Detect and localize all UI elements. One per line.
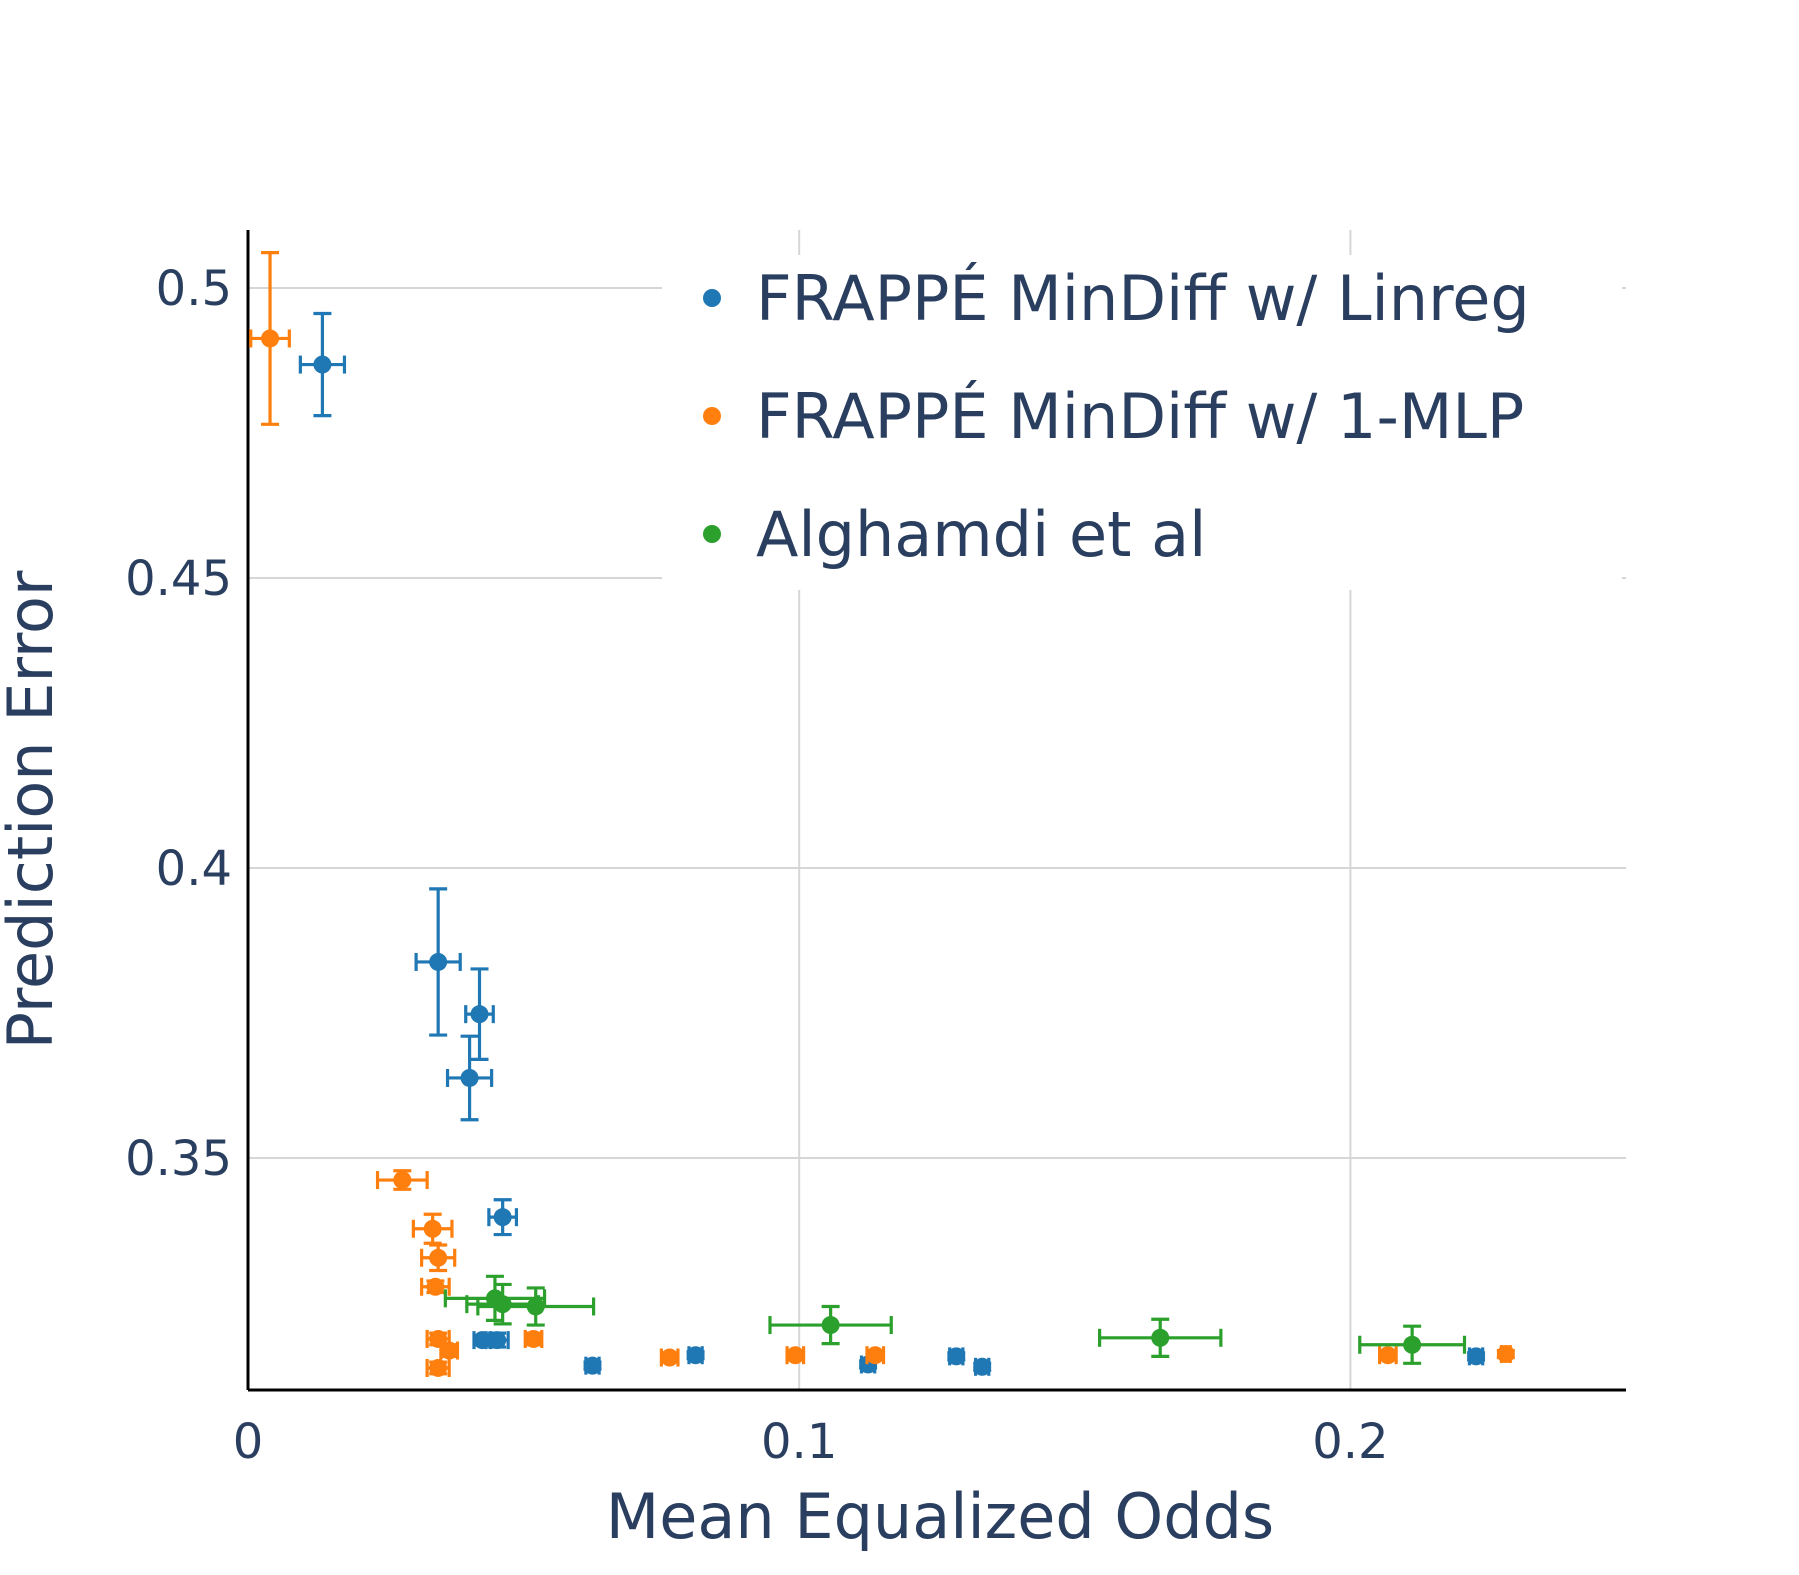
data-point [524,1329,543,1348]
data-point [460,1068,479,1087]
data-point [429,1358,448,1377]
data-point [526,1297,545,1316]
x-tick-label: 0 [233,1414,264,1470]
data-point [426,1277,445,1296]
data-point [493,1208,512,1227]
y-tick-labels: 0.35 0.4 0.45 0.5 [125,261,232,1187]
legend-marker [703,525,721,543]
series-3 [443,1274,1467,1365]
y-tick-label: 0.35 [125,1131,232,1187]
data-point [440,1341,459,1360]
x-axis-title: Mean Equalized Odds [606,1480,1274,1553]
legend-marker [703,407,721,425]
data-point [1378,1346,1397,1365]
series-2 [249,251,1515,1377]
data-point [261,329,280,348]
data-point [470,1005,489,1024]
data-point [313,355,332,374]
data-point [786,1346,805,1365]
data-point [1403,1335,1422,1354]
legend-label: FRAPPÉ MinDiff w/ Linreg [756,262,1530,335]
series-1 [298,311,1486,1376]
x-tick-label: 0.2 [1312,1414,1388,1470]
y-axis-title: Prediction Error [0,570,67,1049]
data-point [493,1295,512,1314]
x-tick-label: 0.1 [761,1414,837,1470]
data-point [423,1219,442,1238]
legend-label: FRAPPÉ MinDiff w/ 1-MLP [756,380,1524,453]
legend: FRAPPÉ MinDiff w/ Linreg FRAPPÉ MinDiff w… [662,255,1622,590]
data-point [947,1347,966,1366]
legend-background [662,255,1622,590]
data-point [686,1346,705,1365]
data-point [1151,1328,1170,1347]
data-point [429,952,448,971]
legend-marker [703,289,721,307]
data-point [821,1316,840,1335]
data-point [393,1171,412,1190]
data-point [488,1331,507,1350]
axes [246,230,1626,1392]
data-point [583,1356,602,1375]
x-tick-labels: 0 0.1 0.2 [233,1414,1389,1470]
data-point [1496,1345,1515,1364]
data-point [660,1348,679,1367]
data-point [429,1248,448,1267]
data-marks [249,251,1515,1377]
y-tick-label: 0.5 [156,261,232,317]
legend-label: Alghamdi et al [756,498,1206,571]
data-point [973,1357,992,1376]
data-point [1467,1347,1486,1366]
y-tick-label: 0.4 [156,841,232,897]
data-point [866,1346,885,1365]
y-tick-label: 0.45 [125,551,232,607]
